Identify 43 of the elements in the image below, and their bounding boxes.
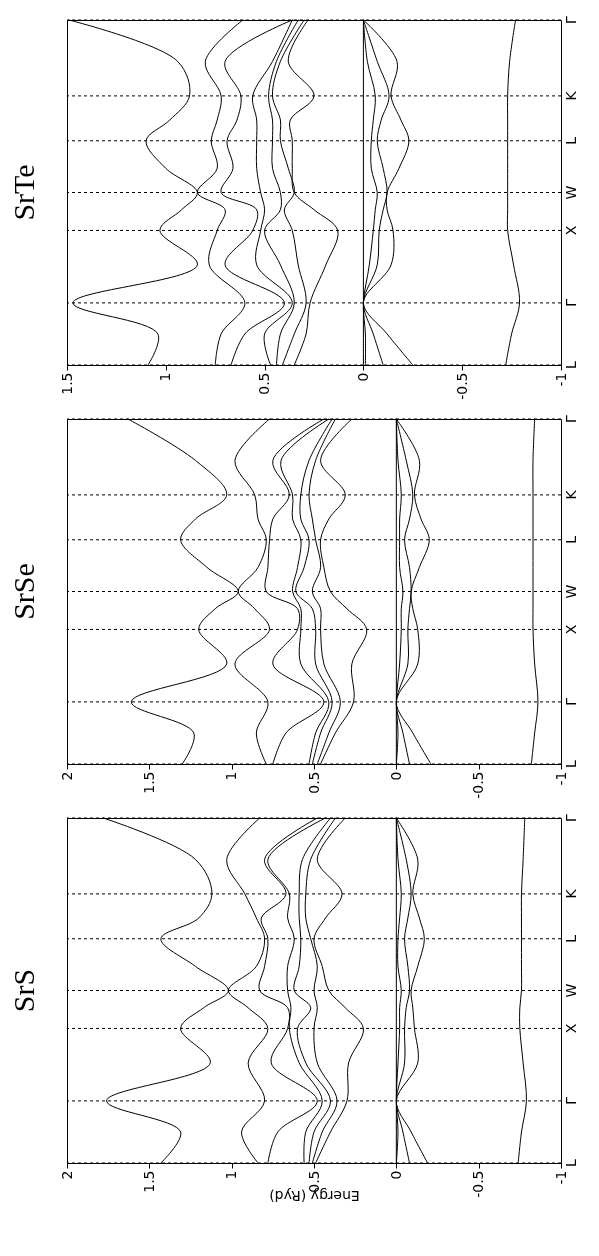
- ref-line-label: L: [563, 934, 579, 943]
- ref-line-label: W: [563, 185, 579, 200]
- x-tick-label: 2: [58, 1170, 75, 1180]
- text: SrSe: [7, 563, 40, 620]
- x-tick-label: -0.5: [453, 372, 470, 400]
- ref-line-label: L: [563, 136, 579, 145]
- x-tick-label: 0: [387, 771, 404, 781]
- x-tick-label: 0: [387, 1170, 404, 1180]
- x-tick-label: -1: [552, 372, 569, 387]
- text: SrS: [7, 968, 40, 1013]
- ref-line-label: L: [563, 759, 579, 768]
- ref-line-label: X: [563, 624, 579, 635]
- x-tick-label: -0.5: [470, 1170, 487, 1198]
- x-tick-label: 1.5: [140, 771, 157, 794]
- ref-line-label: K: [563, 90, 579, 101]
- ref-line-label: L: [563, 1158, 579, 1167]
- x-tick-label: 1: [157, 372, 174, 382]
- ref-line-label: W: [563, 983, 579, 998]
- ref-line-label: X: [563, 225, 579, 236]
- ref-line-label: L: [563, 535, 579, 544]
- ref-line-label: X: [563, 1023, 579, 1034]
- ref-line-label: Γ: [563, 697, 579, 706]
- ref-line-label: K: [563, 888, 579, 899]
- x-tick-label: 1: [223, 771, 240, 781]
- x-tick-label: 0.5: [305, 771, 322, 794]
- x-tick-label: 1: [223, 1170, 240, 1180]
- ref-line-label: Γ: [563, 813, 579, 822]
- ref-line-label: Γ: [563, 298, 579, 307]
- x-tick-label: 1.5: [140, 1170, 157, 1193]
- ref-line-label: Γ: [563, 1096, 579, 1105]
- ref-line-label: W: [563, 584, 579, 599]
- ref-line-label: Γ: [563, 414, 579, 423]
- x-tick-label: -0.5: [470, 771, 487, 799]
- x-tick-label: 0.5: [256, 372, 273, 395]
- text: SrTe: [7, 164, 40, 221]
- x-tick-label: 1.5: [58, 372, 75, 395]
- x-tick-label: -1: [552, 1170, 569, 1185]
- x-tick-label: 0: [354, 372, 371, 382]
- x-tick-label: 2: [58, 771, 75, 781]
- ref-line-label: Γ: [563, 15, 579, 24]
- ref-line-label: K: [563, 489, 579, 500]
- ref-line-label: L: [563, 360, 579, 369]
- x-tick-label: -1: [552, 771, 569, 786]
